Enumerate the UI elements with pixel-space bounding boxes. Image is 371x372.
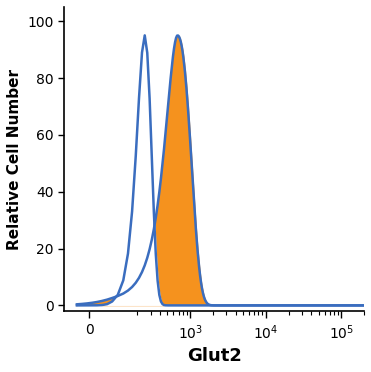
X-axis label: Glut2: Glut2 [187,347,242,365]
Y-axis label: Relative Cell Number: Relative Cell Number [7,68,22,250]
